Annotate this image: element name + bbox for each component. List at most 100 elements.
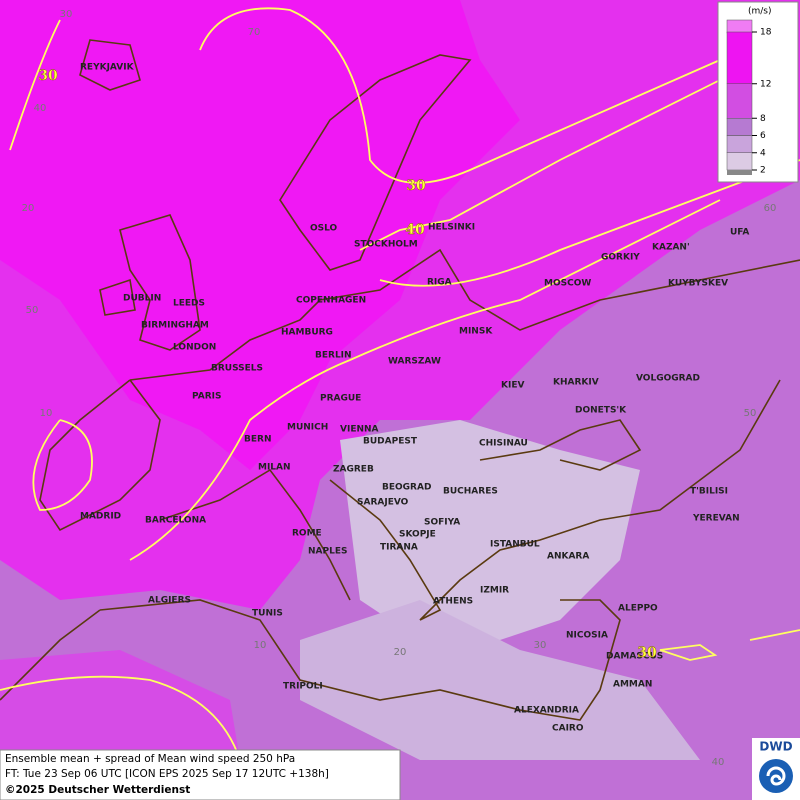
city-label: CAIRO — [552, 724, 584, 734]
graticule-label: 70 — [248, 27, 261, 38]
city-label: BEOGRAD — [382, 483, 431, 493]
legend-band — [726, 118, 753, 136]
city-label: BARCELONA — [145, 516, 206, 526]
city-label: TRIPOLI — [283, 682, 323, 692]
city-label: ALEPPO — [618, 604, 658, 614]
city-label: MILAN — [258, 463, 291, 473]
city-label: MADRID — [80, 512, 121, 522]
logo-swirl — [766, 766, 786, 786]
city-label: SARAJEVO — [357, 498, 409, 508]
city-label: NICOSIA — [566, 631, 608, 641]
legend-band — [726, 83, 753, 119]
city-label: ALEXANDRIA — [514, 706, 579, 716]
city-label: KAZAN' — [652, 243, 690, 253]
logo-text: DWD — [759, 740, 792, 754]
graticule-label: 30 — [534, 640, 547, 651]
footer-title: Ensemble mean + spread of Mean wind spee… — [5, 753, 295, 765]
city-label: HAMBURG — [281, 328, 333, 338]
legend-bottom — [727, 170, 752, 175]
strong-wind — [0, 650, 240, 760]
city-label: CHISINAU — [479, 439, 528, 449]
contour-label: 30 — [406, 178, 426, 194]
city-label: ATHENS — [433, 597, 473, 607]
city-label: IZMIR — [480, 586, 509, 596]
graticule-label: 30 — [60, 9, 73, 20]
graticule-label: 60 — [764, 203, 777, 214]
city-label: DONETS'K — [575, 406, 627, 416]
legend-unit: (m/s) — [748, 7, 772, 17]
city-label: BRUSSELS — [211, 364, 263, 374]
city-label: SKOPJE — [399, 530, 436, 540]
legend-tick-label: 12 — [760, 79, 771, 89]
graticule-label: 50 — [26, 305, 39, 316]
graticule-label: 10 — [254, 640, 267, 651]
footer-time: FT: Tue 23 Sep 06 UTC [ICON EPS 2025 Sep… — [5, 768, 329, 780]
legend-tick-label: 4 — [760, 148, 766, 158]
city-label: T'BILISI — [690, 487, 728, 497]
legend-band — [726, 135, 753, 153]
city-label: NAPLES — [308, 547, 347, 557]
legend: (m/s) 2 4 6 8 12 18 — [717, 1, 799, 183]
city-label: ISTANBUL — [490, 540, 540, 550]
city-label: LEEDS — [173, 299, 205, 309]
contour-label: 30 — [38, 68, 58, 84]
graticule-label: 20 — [22, 203, 35, 214]
legend-band — [726, 31, 753, 84]
city-label: COPENHAGEN — [296, 296, 366, 306]
legend-tick-label: 2 — [760, 166, 766, 176]
graticule-label: 40 — [712, 757, 725, 768]
footer-box — [0, 749, 401, 800]
footer-copyright: ©2025 Deutscher Wetterdienst — [5, 784, 190, 796]
legend-tick-label: 8 — [760, 114, 766, 124]
city-label: BERLIN — [315, 351, 352, 361]
city-label: TIRANA — [380, 543, 418, 553]
graticule-label: 40 — [34, 103, 47, 114]
contour-label: 30 — [637, 645, 657, 661]
city-label: AMMAN — [613, 680, 652, 690]
city-label: MUNICH — [287, 423, 328, 433]
weak-wind — [300, 600, 700, 760]
city-label: VIENNA — [340, 425, 379, 435]
city-label: PARIS — [192, 392, 222, 402]
legend-tick-label: 6 — [760, 131, 766, 141]
city-label: GORKIY — [601, 253, 640, 263]
contour-label: 40 — [405, 222, 425, 238]
contour-labels: 30 30 40 30 — [38, 68, 657, 661]
city-label: ALGIERS — [148, 596, 191, 606]
city-label: BIRMINGHAM — [141, 321, 209, 331]
city-label: KIEV — [501, 381, 524, 391]
city-label: OSLO — [310, 224, 338, 234]
city-label: STOCKHOLM — [354, 240, 418, 250]
legend-top — [726, 19, 753, 34]
city-label: DUBLIN — [123, 294, 161, 304]
city-label: KUYBYSKEV — [668, 279, 728, 289]
city-label: RIGA — [427, 278, 452, 288]
legend-tick-label: 18 — [760, 28, 772, 38]
city-label: YEREVAN — [692, 514, 740, 524]
city-label: MOSCOW — [544, 279, 591, 289]
city-label: HELSINKI — [428, 223, 475, 233]
weak-wind — [340, 420, 640, 640]
city-label: VOLGOGRAD — [636, 374, 700, 384]
city-label: MINSK — [459, 327, 493, 337]
city-label: BUCHARES — [443, 487, 498, 497]
city-label: PRAGUE — [320, 394, 361, 404]
city-label: BERN — [244, 435, 271, 445]
graticule-labels: 30 70 40 20 50 10 60 50 10 20 30 40 — [22, 9, 777, 768]
city-label: WARSZAW — [388, 357, 441, 367]
graticule-label: 10 — [40, 408, 53, 419]
jet-core — [0, 0, 520, 470]
city-label: UFA — [730, 228, 749, 238]
city-label: LONDON — [173, 343, 216, 353]
city-label: ROME — [292, 529, 322, 539]
city-label: TUNIS — [252, 609, 283, 619]
city-label: ANKARA — [547, 552, 589, 562]
city-labels: REYKJAVIK OSLO STOCKHOLM HELSINKI DUBLIN LEED… — [80, 63, 749, 734]
city-label: REYKJAVIK — [80, 63, 135, 73]
graticule-label: 20 — [394, 647, 407, 658]
city-label: BUDAPEST — [363, 437, 418, 447]
legend-band — [726, 152, 753, 171]
city-label: SOFIYA — [424, 518, 460, 528]
